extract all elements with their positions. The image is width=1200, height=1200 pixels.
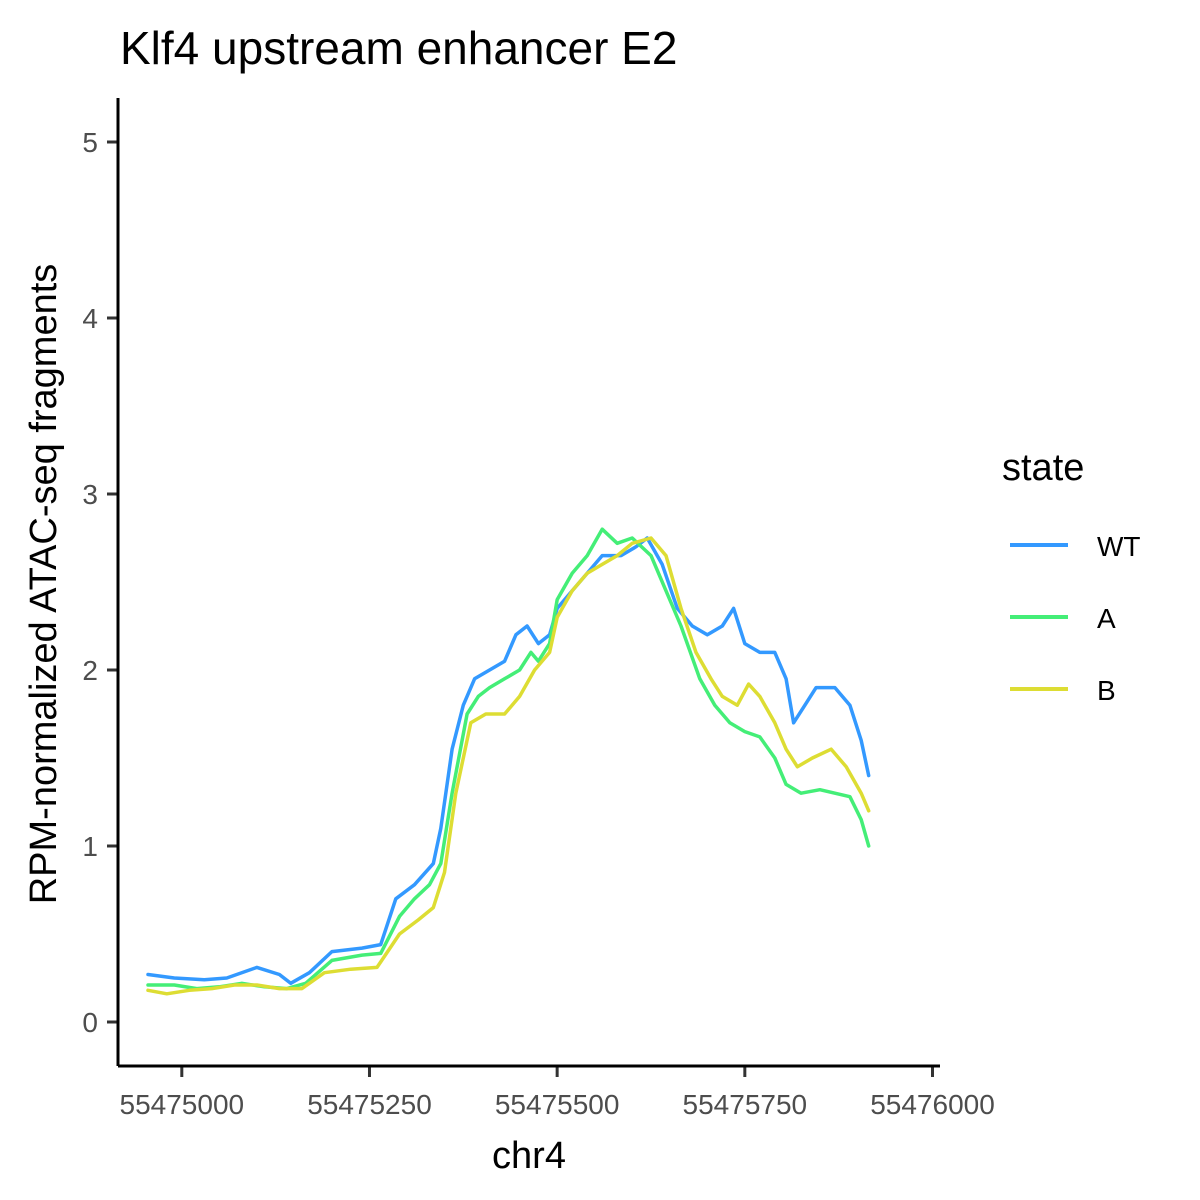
legend-label-a: A xyxy=(1097,603,1116,634)
y-tick-label: 5 xyxy=(82,127,98,158)
x-tick-label: 55475250 xyxy=(307,1089,432,1120)
y-tick-label: 2 xyxy=(82,655,98,686)
x-tick-label: 55475000 xyxy=(120,1089,245,1120)
legend-label-wt: WT xyxy=(1097,531,1141,562)
chart-title: Klf4 upstream enhancer E2 xyxy=(120,22,677,74)
legend-items: WT A B xyxy=(1010,531,1141,706)
y-tick-label: 1 xyxy=(82,831,98,862)
x-tick-label: 55475750 xyxy=(683,1089,808,1120)
y-tick-label: 3 xyxy=(82,479,98,510)
x-axis-ticks: 55475000 55475250 55475500 55475750 55476000 xyxy=(120,1066,995,1120)
y-tick-label: 4 xyxy=(82,303,98,334)
y-axis-title: RPM-normalized ATAC-seq fragments xyxy=(23,264,65,905)
legend-title: state xyxy=(1002,447,1084,489)
series-line-b xyxy=(146,536,871,996)
legend: state WT A B xyxy=(1002,447,1141,706)
series-line-a xyxy=(146,527,871,991)
x-axis-title: chr4 xyxy=(492,1135,566,1177)
series-layer xyxy=(146,527,871,996)
y-axis-ticks: 0 1 2 3 4 5 xyxy=(82,127,118,1038)
x-tick-label: 55476000 xyxy=(870,1089,995,1120)
series-line-wt xyxy=(146,536,871,986)
y-tick-label: 0 xyxy=(82,1007,98,1038)
x-tick-label: 55475500 xyxy=(495,1089,620,1120)
legend-label-b: B xyxy=(1097,675,1116,706)
